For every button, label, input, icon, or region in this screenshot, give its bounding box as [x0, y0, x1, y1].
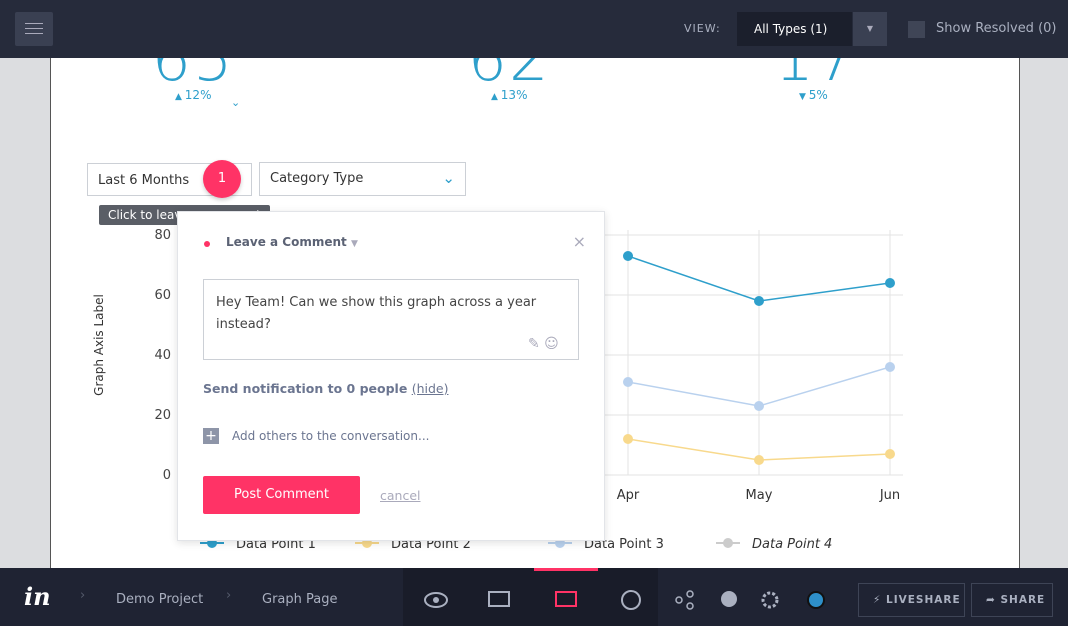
data-point: [623, 434, 633, 444]
top-bar: VIEW: All Types (1) ▼ Show Resolved (0): [0, 0, 1068, 58]
data-point: [885, 449, 895, 459]
expand-chevron[interactable]: ⌄: [231, 96, 241, 109]
comment-pin[interactable]: 1: [203, 160, 241, 198]
stat-number: 62: [467, 58, 551, 95]
y-tick-label: 80: [154, 228, 171, 243]
status-dot: [204, 241, 210, 247]
period-text: Last 6 Months: [98, 173, 190, 188]
inspect-icon[interactable]: [488, 591, 510, 607]
bottom-bar: in › Demo Project › Graph Page ⚡ LIVESHA…: [0, 568, 1068, 626]
share-icon-node: [686, 590, 694, 598]
checkbox[interactable]: [908, 21, 925, 38]
data-point: [754, 455, 764, 465]
comment-input[interactable]: Hey Team! Can we show this graph across …: [203, 279, 579, 360]
x-tick-label: Apr: [617, 488, 640, 503]
category-text: Category Type: [270, 171, 364, 186]
active-indicator: [534, 568, 598, 571]
stat-number: 17: [774, 58, 858, 95]
close-button[interactable]: ×: [572, 232, 586, 251]
stat-change: ▲ 12%: [175, 88, 212, 102]
view-label: VIEW:: [684, 22, 721, 35]
x-tick-label: May: [746, 488, 773, 503]
category-select[interactable]: Category Type ⌄: [259, 162, 466, 196]
y-axis-label: Graph Axis Label: [92, 294, 106, 396]
share-icon[interactable]: [675, 596, 683, 604]
project-link[interactable]: Demo Project: [116, 592, 204, 607]
cancel-link[interactable]: cancel: [380, 488, 421, 503]
separator: ›: [80, 588, 86, 603]
data-point: [885, 362, 895, 372]
share-icon-node: [686, 602, 694, 610]
liveshare-text: LIVESHARE: [886, 594, 961, 606]
view-dropdown[interactable]: ▼: [853, 12, 887, 46]
logo[interactable]: in: [24, 582, 51, 611]
data-point: [885, 278, 895, 288]
view-select[interactable]: All Types (1): [737, 12, 852, 46]
share-text: SHARE: [1000, 594, 1046, 606]
legend-marker: [723, 538, 733, 548]
preview-icon[interactable]: [424, 592, 448, 608]
stat-change-text: 13%: [500, 88, 528, 102]
data-point: [623, 251, 633, 261]
separator: ›: [226, 588, 232, 603]
show-resolved[interactable]: Show Resolved (0): [936, 21, 1057, 36]
data-point: [754, 296, 764, 306]
notify-text: Send notification to 0 people: [203, 381, 408, 396]
stat-change: ▲ 13%: [491, 88, 528, 102]
y-tick-label: 60: [154, 288, 171, 303]
page-link[interactable]: Graph Page: [262, 592, 338, 607]
history-icon[interactable]: [621, 590, 641, 610]
menu-button[interactable]: [15, 12, 53, 46]
preview-icon-dot: [433, 597, 439, 603]
data-point: [623, 377, 633, 387]
popup-title: Leave a Comment ▼: [226, 235, 358, 249]
popup-title-text: Leave a Comment: [226, 235, 347, 249]
stat-change-text: 12%: [184, 88, 212, 102]
avatar[interactable]: [807, 591, 825, 609]
liveshare-button[interactable]: ⚡ LIVESHARE: [858, 583, 965, 617]
notify: Send notification to 0 people (hide): [203, 381, 448, 396]
stat-change: ▼ 5%: [799, 88, 828, 102]
toolbar-icons: [424, 590, 825, 610]
add-others[interactable]: Add others to the conversation...: [232, 429, 430, 443]
comment-popup: Leave a Comment ▼ × Hey Team! Can we sho…: [177, 211, 605, 541]
data-point: [754, 401, 764, 411]
input-icons[interactable]: ✎ ☺: [528, 336, 559, 352]
hide-link[interactable]: (hide): [411, 381, 449, 396]
x-tick-label: Jun: [879, 488, 900, 503]
stat-number: 65: [151, 58, 235, 95]
cloud-icon[interactable]: [721, 591, 737, 607]
comment-icon[interactable]: [555, 591, 577, 607]
legend-label: Data Point 4: [752, 537, 832, 552]
post-button[interactable]: Post Comment: [203, 476, 360, 514]
chevron: ⌄: [442, 169, 455, 187]
add-icon[interactable]: +: [203, 428, 219, 444]
settings-icon[interactable]: [761, 591, 779, 609]
y-tick-label: 0: [163, 468, 171, 483]
share-button[interactable]: ➦ SHARE: [971, 583, 1053, 617]
y-tick-label: 20: [154, 408, 171, 423]
y-tick-label: 40: [154, 348, 171, 363]
stat-change-text: 5%: [808, 88, 828, 102]
